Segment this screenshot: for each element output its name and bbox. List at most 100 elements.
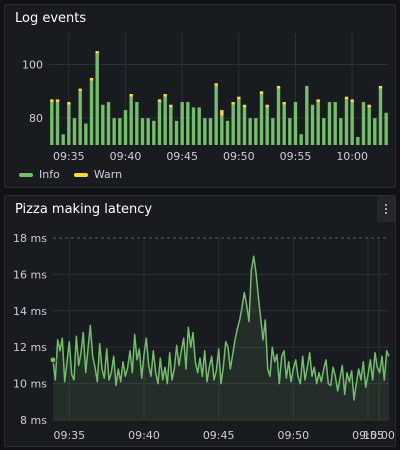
bar-warn xyxy=(95,51,99,54)
x-tick-label: 09:45 xyxy=(203,429,235,442)
bar-info xyxy=(203,118,207,145)
bar-info xyxy=(237,99,241,145)
bar-warn xyxy=(237,96,241,100)
bar-warn xyxy=(67,102,71,105)
legend-item-info[interactable]: Info xyxy=(19,168,60,181)
bar-info xyxy=(265,107,269,145)
bar-info xyxy=(118,118,122,145)
bar-warn xyxy=(276,85,281,89)
bar-info xyxy=(299,134,303,145)
x-tick-label: 09:50 xyxy=(277,429,309,442)
y-tick-label: 100 xyxy=(22,58,43,71)
y-tick-label: 14 ms xyxy=(13,305,47,318)
bar-info xyxy=(254,118,258,145)
bar-info xyxy=(242,107,247,145)
bar-info xyxy=(356,136,360,145)
bar-info xyxy=(282,104,286,145)
bar-info xyxy=(55,102,60,145)
panel-menu-button[interactable] xyxy=(377,196,395,222)
bar-info xyxy=(129,96,133,145)
latency-area xyxy=(53,256,389,420)
y-tick-label: 18 ms xyxy=(13,232,47,245)
bar-warn xyxy=(89,77,94,81)
bar-info xyxy=(186,102,190,145)
legend-item-warn[interactable]: Warn xyxy=(73,168,123,181)
bar-info xyxy=(220,115,224,145)
bar-info xyxy=(333,102,337,145)
log-events-chart: 80 100 09:35 09:40 09:45 09:50 09:55 10:00 xyxy=(22,33,389,163)
bar-info xyxy=(208,118,213,145)
vertical-ellipsis-icon-dot xyxy=(385,212,387,214)
bar-info xyxy=(191,107,196,145)
bar-warn xyxy=(163,94,167,97)
bar-info xyxy=(339,118,343,145)
bar-warn xyxy=(214,83,218,86)
bar-info xyxy=(197,107,201,145)
bar-info xyxy=(169,107,173,145)
bar-info xyxy=(327,102,332,145)
bar-warn xyxy=(157,99,162,103)
bar-info xyxy=(214,85,218,145)
bar-warn xyxy=(129,94,133,97)
bar-info xyxy=(67,104,71,145)
x-tick-label: 09:55 xyxy=(352,429,384,442)
log-events-title: Log events xyxy=(15,11,87,26)
x-tick-label: 09:40 xyxy=(110,150,142,163)
latency-line xyxy=(52,255,390,401)
latency-start-point xyxy=(49,356,57,364)
x-tick-label: 09:35 xyxy=(53,150,85,163)
bar-info xyxy=(163,96,167,145)
bar-info xyxy=(89,80,94,145)
y-tick-label: 80 xyxy=(29,112,43,125)
bar-info xyxy=(152,120,156,145)
legend-label-warn: Warn xyxy=(93,168,123,181)
bar-warn xyxy=(55,99,60,103)
bar-info xyxy=(180,102,184,145)
bar-info xyxy=(310,104,315,145)
bar-warn xyxy=(220,110,224,116)
bar-info xyxy=(174,120,179,145)
bar-info xyxy=(231,104,235,145)
bar-info xyxy=(84,123,88,145)
bar-info xyxy=(106,102,111,145)
bar-info xyxy=(248,118,252,145)
x-tick-label: 09:50 xyxy=(223,150,255,163)
bar-info xyxy=(350,102,354,145)
bar-warn xyxy=(78,88,82,92)
x-tick-label: 10:00 xyxy=(336,150,368,163)
bar-info xyxy=(72,118,77,145)
legend-label-info: Info xyxy=(39,168,60,181)
bar-info xyxy=(384,112,388,145)
bar-warn xyxy=(282,102,286,105)
bar-info xyxy=(367,107,371,145)
bar-info xyxy=(146,118,150,145)
bar-info xyxy=(293,102,298,145)
bar-warn xyxy=(50,99,54,103)
bar-info xyxy=(276,88,281,145)
bar-info xyxy=(112,118,116,145)
bar-info xyxy=(140,118,145,145)
y-tick-label: 8 ms xyxy=(20,414,47,427)
bar-info xyxy=(95,53,99,145)
x-tick-label: 09:40 xyxy=(128,429,160,442)
bar-info xyxy=(305,85,309,145)
bar-warn xyxy=(231,102,235,105)
bar-info xyxy=(373,118,377,145)
bar-info xyxy=(157,102,162,145)
bar-warn xyxy=(259,91,264,94)
bar-warn xyxy=(367,104,371,108)
y-tick-label: 12 ms xyxy=(13,341,47,354)
bar-info xyxy=(271,118,275,145)
log-events-panel: Log events 80 100 09:35 09:40 09:45 09:50 09:5… xyxy=(4,4,396,188)
bar-info xyxy=(344,99,349,145)
bar-info xyxy=(50,102,54,145)
x-tick-label: 10:00 xyxy=(363,429,395,442)
y-tick-label: 16 ms xyxy=(13,268,47,281)
bar-info xyxy=(123,110,128,145)
bar-warn xyxy=(344,96,349,100)
bar-info xyxy=(316,102,320,145)
latency-panel: Pizza making latency 8 ms 10 ms 12 ms 14 ms… xyxy=(4,195,396,447)
bar-warn xyxy=(378,85,383,89)
legend-swatch-warn xyxy=(73,172,88,177)
bar-info xyxy=(378,88,383,145)
